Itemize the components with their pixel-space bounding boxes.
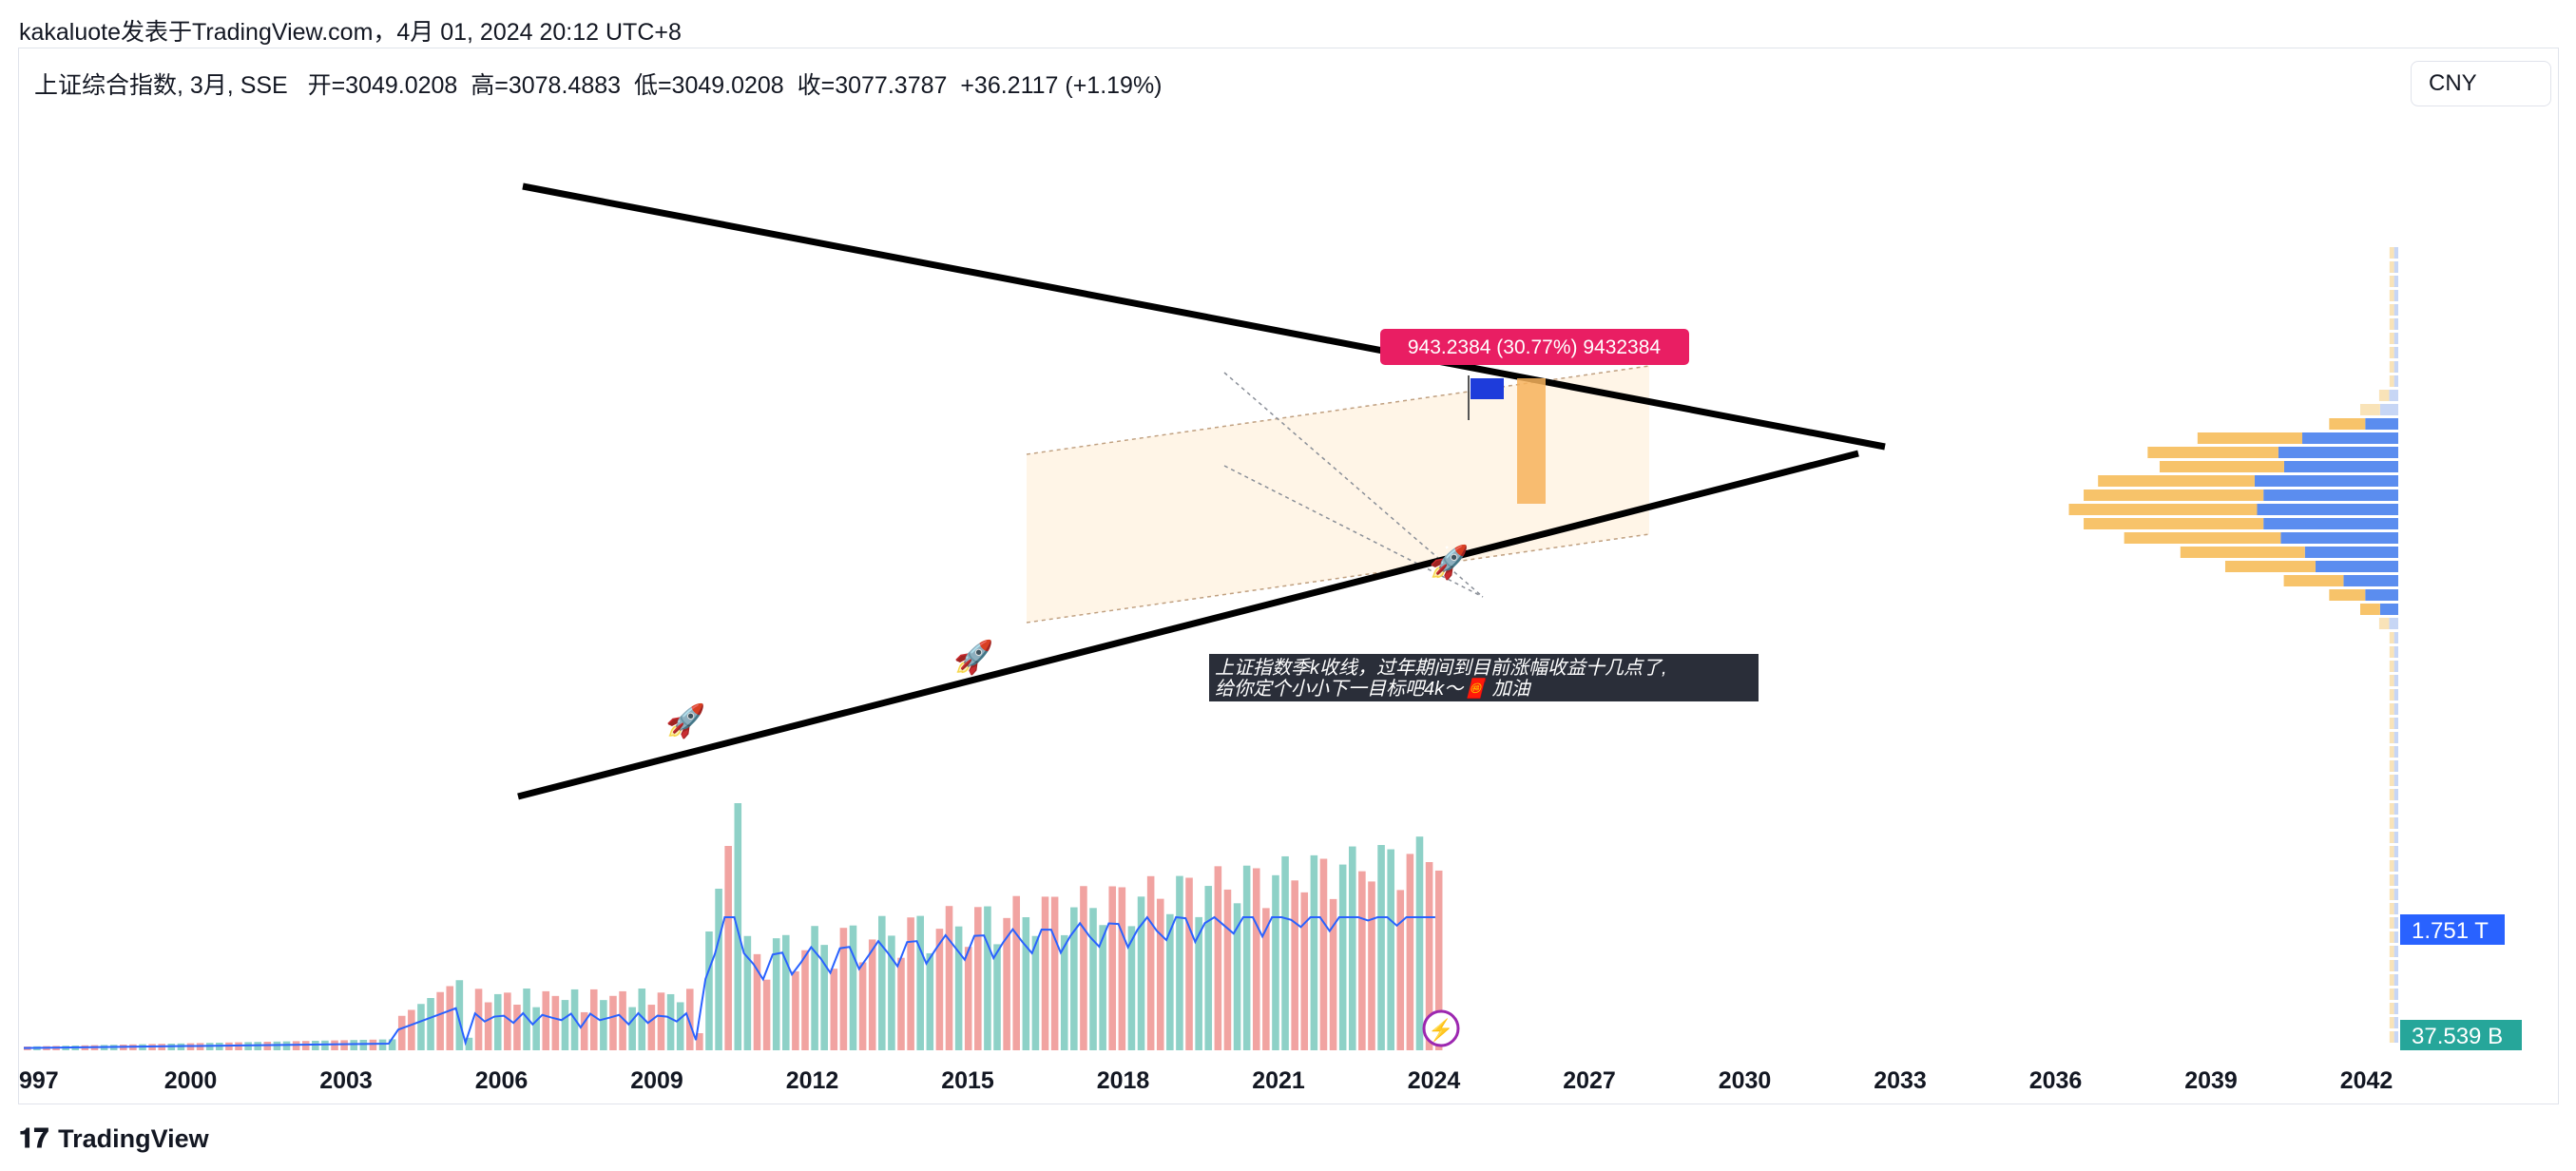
chart-frame[interactable] (18, 48, 2559, 1104)
low-value: 低=3049.0208 (633, 72, 784, 99)
footer-brand: 𝟏𝟕 TradingView (19, 1123, 209, 1155)
high-value: 高=3078.4883 (471, 72, 622, 99)
symbol-name: 上证综合指数, 3月, SSE (34, 72, 288, 99)
tradingview-logo-icon: 𝟏𝟕 (19, 1123, 49, 1153)
publish-header: kakaluote发表于TradingView.com，4月 01, 2024 … (19, 19, 682, 46)
open-value: 开=3049.0208 (307, 72, 458, 99)
symbol-legend: 上证综合指数, 3月, SSE 开=3049.0208 高=3078.4883 … (34, 67, 1163, 101)
change-value: +36.2117 (+1.19%) (960, 72, 1163, 99)
currency-selector[interactable]: CNY (2411, 61, 2551, 106)
brand-name: TradingView (58, 1124, 209, 1153)
close-value: 收=3077.3787 (797, 72, 948, 99)
